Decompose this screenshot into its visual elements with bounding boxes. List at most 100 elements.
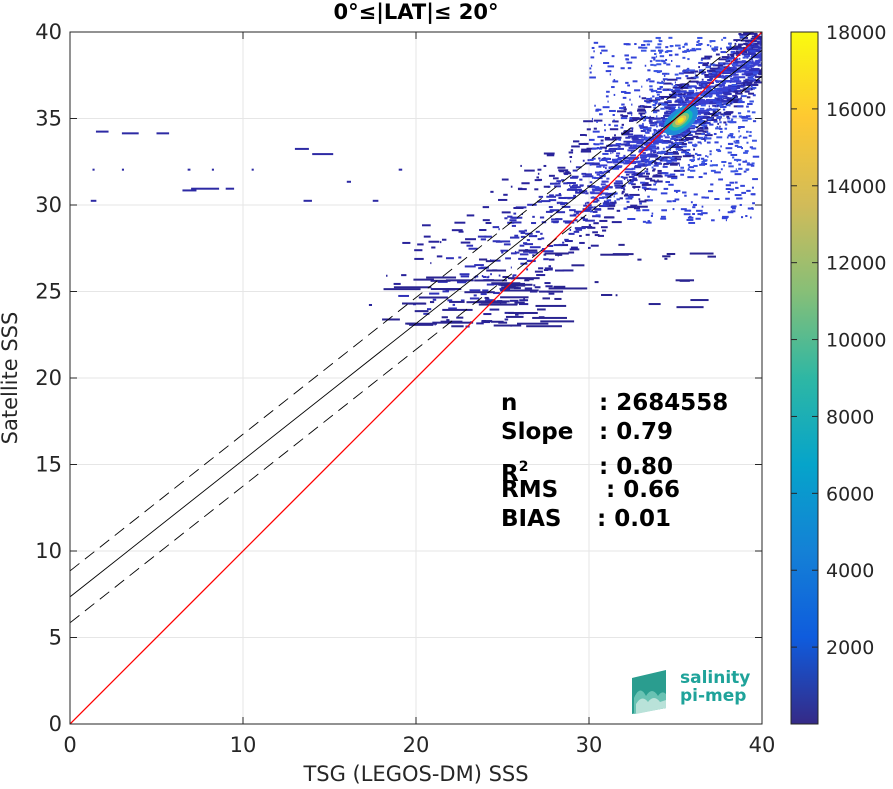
density-streak [580,150,592,153]
density-streak [675,65,681,68]
density-streak [621,132,630,135]
density-streak [597,234,605,237]
density-streak [710,183,714,186]
density-streak [729,102,733,105]
density-streak [639,202,642,205]
density-streak [744,72,755,75]
density-streak [700,116,706,119]
density-streak [758,35,762,38]
density-streak [737,101,745,104]
density-streak [733,158,740,161]
density-streak [619,197,623,200]
density-streak [629,117,633,120]
density-streak [701,72,704,75]
density-streak [576,212,579,215]
density-streak [691,130,694,133]
density-streak [745,88,751,91]
density-streak [662,255,671,258]
density-streak [729,44,732,47]
density-streak [598,147,603,150]
density-streak [641,44,646,47]
density-streak [759,54,762,57]
density-streak [459,273,470,276]
density-streak [697,36,703,39]
density-streak [716,75,723,78]
density-streak [653,131,656,134]
density-streak [710,101,715,104]
density-streak [694,203,697,206]
density-streak [674,142,680,145]
density-streak [629,119,638,122]
density-streak [628,147,637,150]
density-streak [646,141,648,144]
density-streak [620,117,628,120]
density-streak [534,179,541,182]
density-streak [724,70,730,73]
density-streak [626,43,631,46]
density-streak [633,174,643,177]
density-streak [756,75,762,78]
density-streak [738,99,743,102]
density-streak [510,252,517,255]
density-streak [712,104,717,107]
density-streak [658,124,667,127]
density-streak [637,188,640,191]
density-streak [573,219,578,222]
density-streak [606,169,610,172]
density-streak [393,282,401,285]
density-streak [430,288,462,291]
density-streak [722,114,725,117]
density-streak [568,151,574,154]
density-streak [660,122,668,125]
density-streak [628,175,635,178]
density-streak [744,55,750,58]
density-streak [740,97,742,100]
density-streak [585,192,589,195]
density-streak [503,243,511,246]
colorbar-tick-label: 18000 [826,22,886,44]
density-streak [653,180,663,183]
density-streak [696,154,702,157]
density-streak [748,92,755,95]
density-streak [651,188,658,191]
density-streak [696,129,704,132]
density-streak [675,148,681,151]
density-streak [732,62,738,65]
density-streak [730,188,735,191]
density-streak [664,136,670,139]
density-streak [660,217,667,220]
density-streak [726,98,735,101]
density-streak [718,58,729,61]
density-streak [749,50,756,53]
density-streak [663,140,672,143]
density-streak [673,189,681,192]
density-streak [457,281,467,284]
density-streak [637,108,646,111]
density-streak [663,158,668,161]
density-streak [708,73,711,76]
density-streak [596,173,601,176]
density-streak [638,124,644,127]
density-streak [661,209,667,212]
density-streak [686,48,690,51]
density-streak [747,43,755,46]
density-streak [592,157,596,160]
density-streak [673,85,678,88]
density-streak [745,115,751,118]
density-streak [727,117,731,120]
density-streak [505,315,524,318]
density-streak [627,217,634,220]
density-streak [593,177,603,180]
density-streak [602,106,610,109]
density-streak [511,216,523,219]
density-streak [649,60,653,63]
density-streak [659,55,665,58]
density-streak [656,63,662,66]
density-streak [538,195,544,198]
density-streak [743,79,755,82]
colorbar [790,31,819,725]
density-streak [735,50,738,53]
density-streak [701,78,704,81]
density-streak [593,222,599,225]
density-streak [599,171,603,174]
